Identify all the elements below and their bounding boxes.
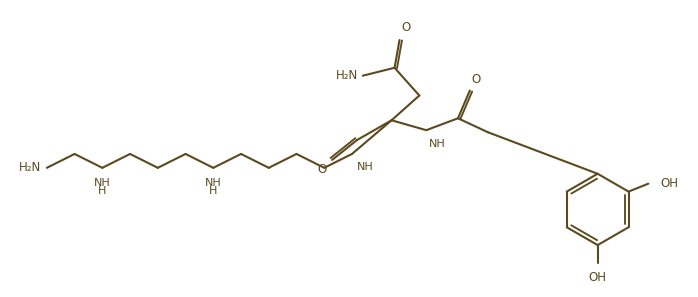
Text: H: H [98, 186, 107, 196]
Text: O: O [401, 21, 410, 34]
Text: O: O [472, 72, 481, 86]
Text: O: O [317, 163, 326, 176]
Text: NH: NH [94, 178, 111, 188]
Text: OH: OH [660, 177, 678, 190]
Text: NH: NH [429, 139, 446, 149]
Text: H₂N: H₂N [336, 69, 358, 82]
Text: OH: OH [588, 271, 607, 284]
Text: H₂N: H₂N [19, 161, 41, 174]
Text: H: H [209, 186, 218, 196]
Text: NH: NH [357, 162, 373, 172]
Text: NH: NH [205, 178, 222, 188]
